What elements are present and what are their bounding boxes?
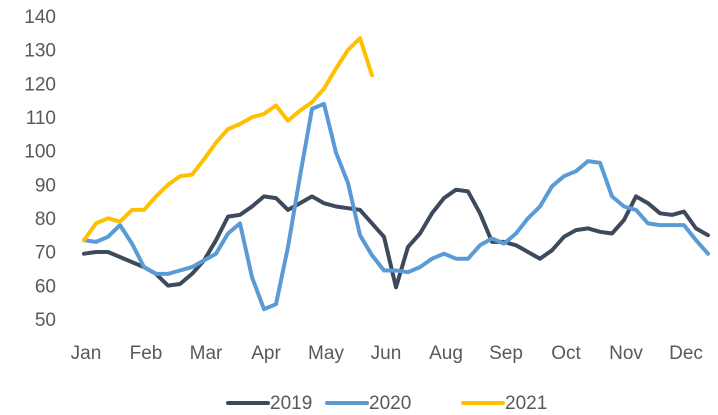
x-tick-label: Apr bbox=[251, 343, 281, 364]
x-tick-label: Sep bbox=[489, 343, 523, 364]
x-tick-label: Mar bbox=[190, 343, 223, 364]
y-tick-label: 110 bbox=[26, 108, 56, 129]
x-tick-label: Jun bbox=[371, 343, 402, 364]
y-tick-label: 120 bbox=[24, 74, 56, 95]
x-tick-label: Aug bbox=[429, 343, 463, 364]
x-tick-label: Oct bbox=[551, 343, 581, 364]
series-line bbox=[82, 187, 710, 290]
series-line bbox=[82, 36, 374, 243]
y-tick-label: 140 bbox=[24, 7, 56, 28]
y-tick-label: 50 bbox=[35, 310, 56, 331]
y-tick-label: 80 bbox=[35, 209, 56, 230]
x-tick-label: Dec bbox=[669, 343, 703, 364]
y-tick-label: 60 bbox=[35, 276, 56, 297]
legend-label: 2021 bbox=[505, 393, 547, 414]
y-tick-label: 100 bbox=[24, 142, 56, 163]
x-tick-label: May bbox=[308, 343, 344, 364]
x-tick-label: Nov bbox=[609, 343, 643, 364]
legend-label: 2020 bbox=[369, 393, 411, 414]
x-tick-label: Jan bbox=[71, 343, 102, 364]
legend-label: 2019 bbox=[270, 393, 312, 414]
x-tick-label: Feb bbox=[130, 343, 163, 364]
y-tick-label: 70 bbox=[35, 243, 56, 264]
y-tick-label: 90 bbox=[35, 175, 56, 196]
series-line bbox=[82, 101, 710, 312]
y-tick-label: 130 bbox=[24, 41, 56, 62]
